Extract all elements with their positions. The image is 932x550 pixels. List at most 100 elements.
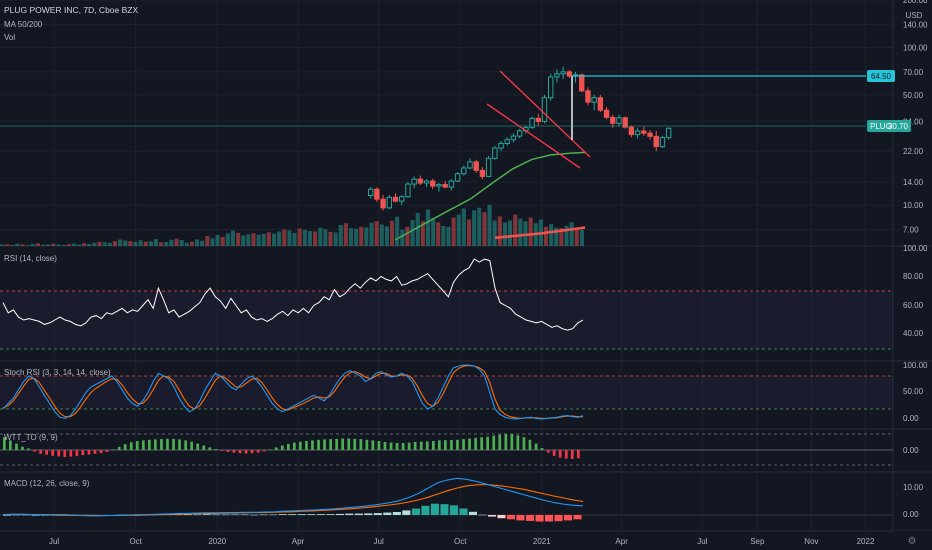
macd-label[interactable]: MACD (12, 26, close, 9) (4, 479, 90, 488)
ma-label[interactable]: MA 50/200 (4, 20, 43, 29)
rsi-label[interactable]: RSI (14, close) (4, 254, 57, 263)
volume-bar (102, 242, 107, 246)
macd-hist-bar (545, 515, 554, 522)
volume-bar (30, 244, 35, 246)
candle-body (560, 71, 566, 75)
wt-bar (45, 450, 48, 455)
wt-bar (534, 443, 538, 450)
wt-bar (250, 450, 254, 454)
stoch-label[interactable]: Stoch RSI (3, 3, 14, 14, close) (4, 368, 111, 377)
volume-bar (164, 242, 169, 246)
candle-body (473, 161, 479, 171)
macd-hist-bar (231, 514, 240, 516)
wt-bar (540, 448, 544, 450)
macd-hist-bar (487, 515, 496, 517)
volume-bar (436, 222, 441, 246)
macd-plot (2, 477, 584, 522)
wt-bar (577, 450, 580, 459)
candle-body (367, 188, 374, 197)
volume-bar (189, 241, 194, 246)
wt-bar (268, 449, 272, 450)
volume-bar (574, 229, 579, 246)
volume-bar (46, 244, 51, 246)
macd-hist-bar (335, 513, 344, 515)
wt-bar (39, 450, 42, 454)
macd-hist-bar (506, 515, 515, 520)
price-tick-label: 100.00 (903, 43, 928, 52)
vol-label[interactable]: Vol (4, 33, 15, 42)
ma200-line (494, 226, 586, 240)
wt-bar (69, 450, 73, 457)
macd-hist-bar (364, 513, 373, 515)
candle-body (579, 74, 585, 92)
volume-bar (184, 242, 189, 246)
rsi-line (2, 258, 584, 331)
volume-bar (405, 226, 410, 246)
price-axis: USD 200.00 140.00 100.00 70.00 50.00 34.00 22.… (903, 0, 928, 234)
wt-bar (172, 438, 175, 450)
macd-hist-bar (402, 510, 411, 515)
macd-hist-bar (449, 505, 458, 515)
rsi-tick: 100.00 (903, 244, 928, 253)
volume-bar (369, 222, 374, 246)
wt-bar (51, 450, 54, 456)
wt-bar (558, 450, 562, 458)
volume-bar (266, 232, 271, 246)
wt-bar (570, 450, 574, 459)
price-tick-label: 7.00 (903, 225, 919, 234)
candle-body (386, 196, 393, 209)
volume-bar (282, 229, 287, 246)
wt-label[interactable]: WTT_TO (9, 9) (4, 433, 58, 442)
stoch-d-path (2, 365, 583, 419)
time-tick-label: Jul (374, 537, 384, 546)
wt-bar (329, 439, 332, 450)
rsi-tick: 60.00 (903, 301, 924, 310)
candle-body (603, 109, 610, 118)
time-tick-label: Apr (292, 537, 305, 546)
wt-bar (208, 447, 212, 450)
wt-bar (401, 443, 405, 450)
volume-bar (143, 241, 148, 246)
wt-bar (456, 439, 459, 450)
target-projection (571, 75, 866, 140)
wt-bar (468, 438, 471, 450)
volume-bar (543, 226, 548, 246)
volume-bar (549, 224, 554, 246)
wt-bar (498, 434, 502, 450)
volume-bar (528, 217, 533, 246)
wt-bar (142, 440, 145, 450)
macd-hist-bar (31, 515, 40, 516)
wt-bar (27, 448, 30, 450)
wt-bar (564, 450, 568, 459)
price-tick-label: 34.00 (903, 117, 924, 126)
wt-bar (9, 440, 12, 450)
volume-bar (82, 243, 87, 246)
macd-hist-bar (411, 508, 420, 515)
volume-bar (441, 225, 446, 246)
candle-body (399, 196, 405, 202)
volume-bar (482, 212, 487, 246)
candle-body (417, 178, 424, 184)
macd-hist-bar (478, 514, 487, 516)
wt-bar (262, 450, 266, 452)
volume-bar (384, 226, 389, 246)
macd-hist-bar (354, 513, 363, 515)
volume-bar (508, 220, 513, 246)
target-price-tag: 64.50 (867, 70, 895, 82)
candle-body (659, 137, 666, 148)
candle-body (541, 97, 548, 123)
wt-bar (135, 441, 139, 450)
wt-bar (287, 443, 290, 450)
gear-icon[interactable]: ⚙ (908, 536, 917, 547)
wt-tick: 0.00 (903, 446, 919, 455)
wt-bar (178, 439, 181, 450)
volume-bar (456, 214, 461, 246)
volume-bar (71, 243, 76, 246)
candle-body (430, 180, 436, 187)
volume-bar (467, 219, 472, 246)
time-tick-label: Jul (697, 537, 707, 546)
wt-bar (280, 445, 284, 450)
volume-bar (107, 242, 112, 246)
wt-bar (317, 439, 320, 450)
